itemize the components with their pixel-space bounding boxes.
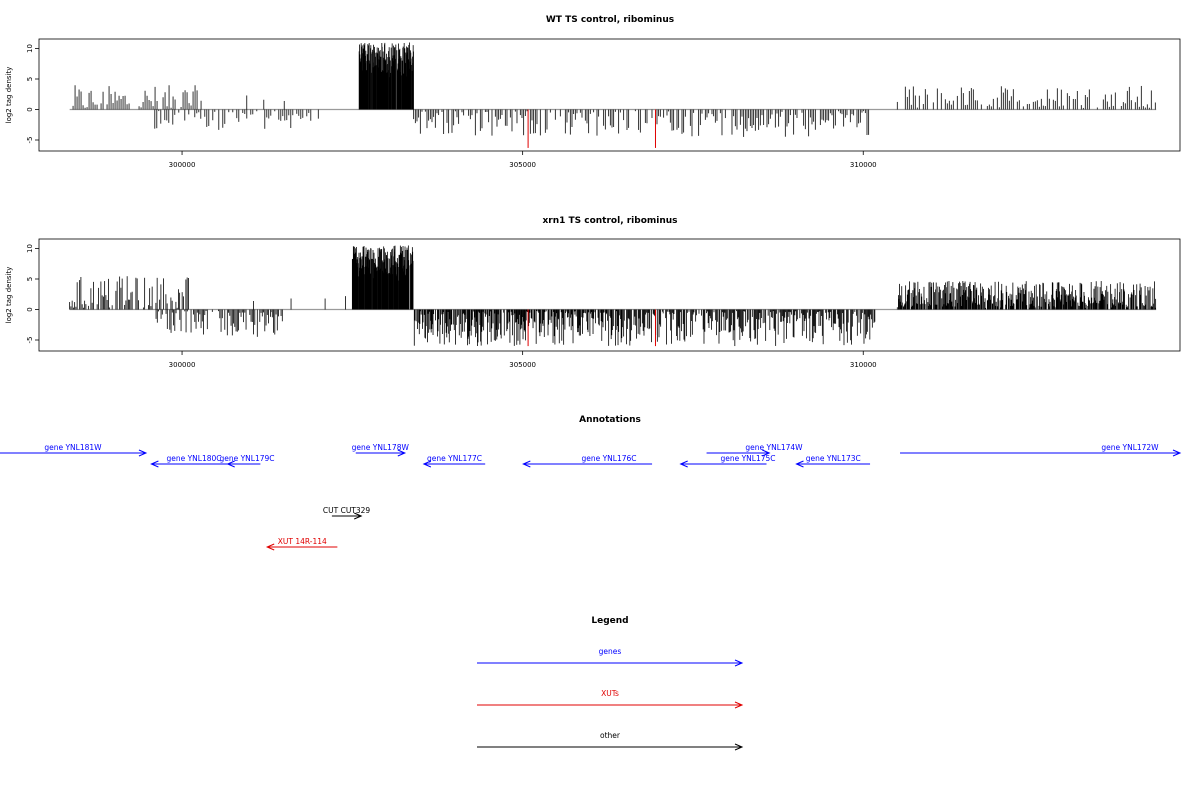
legend-item-xut: XUTs [477,689,744,709]
feature-label: CUT CUT329 [323,506,371,515]
y-tick-label: 5 [26,277,34,281]
plot-frame [38,238,1181,352]
feature-label: gene YNL180C [166,454,221,463]
feature-label: gene YNL172W [1101,443,1159,452]
feature-label: XUT 14R-114 [278,537,327,546]
x-tick-label: 305000 [509,161,536,169]
highlighted-peaks [527,309,656,347]
feature-gene: gene YNL174W [706,443,803,457]
y-tick-label: 10 [26,244,34,253]
arrow-head [679,460,688,468]
arrow-head [795,460,804,468]
arrow-head [150,460,159,468]
arrow-head [138,449,148,457]
signal-bars [69,245,1157,347]
arrow-head [422,460,432,468]
arrow-head [226,460,235,468]
x-tick-label: 300000 [169,361,196,369]
y-tick-label: 5 [26,77,34,81]
legend-label: XUTs [601,689,619,698]
y-tick-label: 0 [26,107,34,111]
feature-label: gene YNL174W [745,443,803,452]
y-tick-label: 0 [26,307,34,311]
feature-label: gene YNL176C [581,454,636,463]
arrow-head [762,449,771,457]
feature-gene: gene YNL173C [795,454,871,468]
arrow-head [734,659,744,667]
arrow-head [522,460,531,468]
track-title: xrn1 TS control, ribominus [542,216,677,226]
y-axis-label: log2 tag density [5,67,13,124]
y-axis: -5 0 5 10 [26,44,39,143]
feature-gene: gene YNL181W [0,443,148,457]
x-tick-label: 310000 [850,361,877,369]
feature-gene: gene YNL177C [422,454,486,468]
x-tick-label: 310000 [850,161,877,169]
signal-bars [69,42,1157,137]
highlighted-peaks [527,109,656,148]
legend-label: other [600,731,621,740]
feature-label: gene YNL175C [720,454,775,463]
x-tick-label: 300000 [169,161,196,169]
legend-label: genes [599,647,622,656]
legend-panel: Legend genes XUTs other [477,616,744,751]
feature-other: CUT CUT329 [323,506,371,520]
x-axis: 300000 305000 310000 [169,151,877,169]
y-axis-label: log2 tag density [5,267,13,324]
y-axis: -5 0 5 10 [26,244,39,343]
feature-gene: gene YNL176C [522,454,653,468]
x-tick-label: 305000 [509,361,536,369]
feature-label: gene YNL179C [219,454,274,463]
feature-gene: gene YNL179C [219,454,275,468]
feature-gene: gene YNL172W [900,443,1182,457]
arrow-head [1172,449,1182,457]
y-tick-label: -5 [26,337,34,344]
arrow-head [397,449,407,457]
annotations-title: Annotations [579,415,641,425]
arrow-head [734,743,744,751]
arrow-head [265,543,275,551]
legend-item-other: other [477,731,744,751]
arrow-head [354,512,363,520]
y-tick-label: 10 [26,44,34,53]
x-axis: 300000 305000 310000 [169,351,877,369]
arrow-head [734,701,744,709]
track-xrn1: xrn1 TS control, ribominus log2 tag dens… [5,216,1181,369]
legend-item-gene: genes [477,647,744,667]
track-wt: WT TS control, ribominus log2 tag densit… [5,15,1181,169]
feature-label: gene YNL178W [352,443,410,452]
y-tick-label: -5 [26,137,34,144]
track-title: WT TS control, ribominus [546,15,674,25]
feature-xut: XUT 14R-114 [265,537,338,551]
legend-items: genes XUTs other [477,647,744,751]
feature-label: gene YNL181W [44,443,102,452]
feature-gene: gene YNL175C [679,454,776,468]
plot-frame [38,38,1181,152]
feature-gene: gene YNL178W [352,443,410,457]
legend-title: Legend [591,616,628,626]
feature-label: gene YNL177C [427,454,482,463]
feature-label: gene YNL173C [806,454,861,463]
